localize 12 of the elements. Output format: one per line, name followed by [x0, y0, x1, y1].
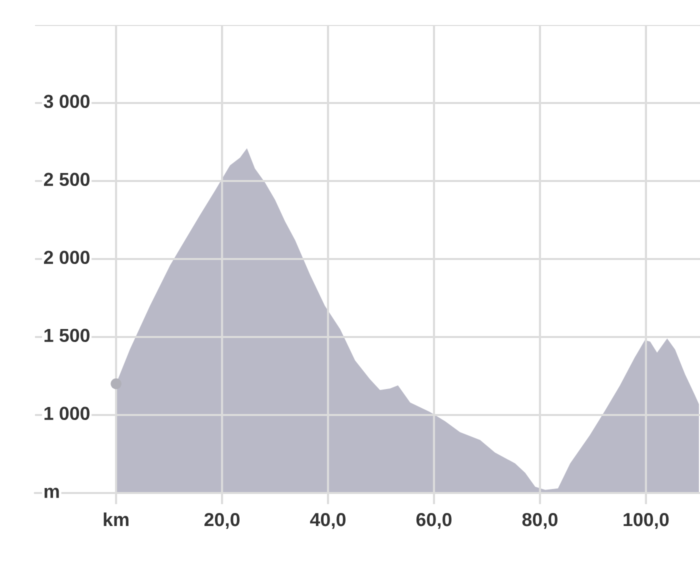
- x-tick-label: 60,0: [416, 512, 452, 529]
- y-tick-label: 3 000: [44, 94, 90, 108]
- y-tick-label: 2 000: [44, 250, 90, 264]
- y-tick-label: 1 000: [44, 406, 90, 420]
- y-tick-label: 1 500: [44, 328, 90, 342]
- x-tick-label: km: [104, 512, 128, 526]
- x-tick-label: 40,0: [310, 512, 346, 529]
- y-tick-label: 2 500: [44, 172, 90, 186]
- y-tick-label: m: [44, 488, 59, 498]
- x-tick-label: 80,0: [522, 512, 558, 529]
- x-tick-label: 100,0: [624, 512, 669, 529]
- x-tick-label: 20,0: [204, 512, 240, 529]
